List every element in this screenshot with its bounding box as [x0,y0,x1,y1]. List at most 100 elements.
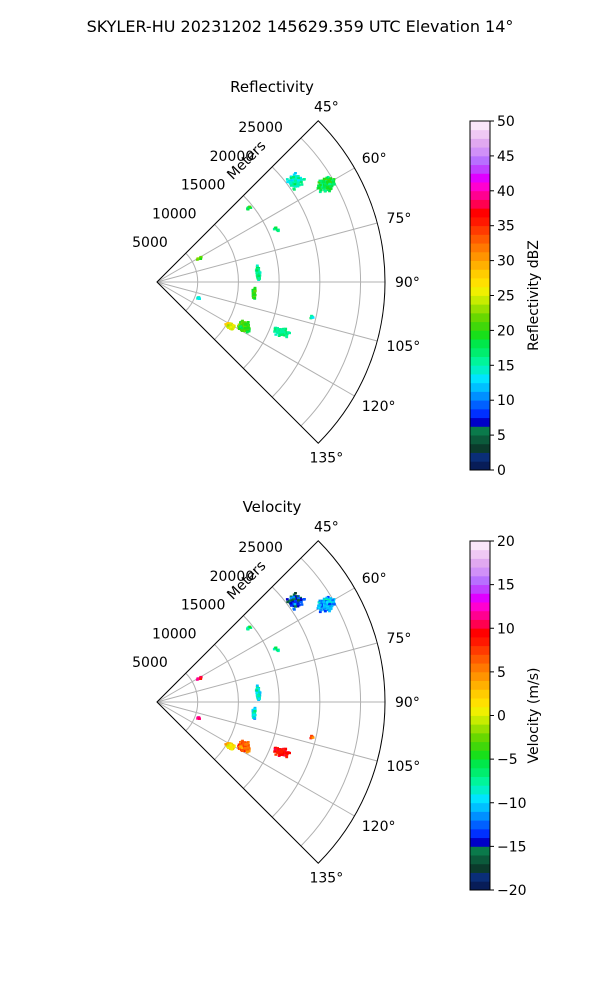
echo-pixel [328,602,331,606]
azimuth-tick-label: 105° [387,339,421,355]
range-tick-label: 15000 [181,178,226,194]
echo-pixel [296,185,300,188]
echo-pixel [286,600,290,604]
echo-pixel [297,179,300,182]
echo-pixel [294,178,297,182]
colorbar-segment [470,347,490,357]
echo-pixel [329,181,333,184]
echo-pixel [278,331,282,334]
echo-pixel [293,597,296,600]
echo-pixel [284,754,288,757]
colorbar-segment [470,391,490,401]
colorbar-tick-label: 15 [497,358,515,374]
echo-pixel [251,290,255,293]
echo-pixel [246,321,250,324]
echo-pixel [310,314,313,318]
echo-pixel [244,743,247,746]
azimuth-gridline [156,701,355,817]
colorbar-segment [470,794,490,804]
colorbar-tick-label: 50 [497,114,515,130]
echo-pixel [293,183,297,186]
range-tick-label: 20000 [210,569,255,585]
echo-pixel [255,264,259,267]
echo-pixel [324,598,327,601]
colorbar-segment [470,732,490,743]
echo-pixel [243,329,247,333]
colorbar-tick-label: 30 [497,254,515,270]
echo-pixel [276,330,279,334]
echo-pixel [257,694,261,697]
echo-pixel [329,187,332,191]
colorbar-tick-label: 10 [497,393,515,409]
colorbar-tick-label: 35 [497,219,515,235]
colorbar-segment [470,837,490,847]
colorbar-segment [470,724,490,734]
echo-pixel [255,685,259,689]
azimuth-tick-label: 120° [362,399,396,415]
echo-pixel [247,330,251,333]
colorbar-segment [470,234,490,244]
echo-pixel [230,748,234,751]
echo-pixel [292,604,296,607]
echo-pixel [246,741,250,744]
echo-pixel [248,625,252,629]
colorbar-tick-label: 5 [497,428,506,444]
echo-pixel [252,713,256,716]
chart-title: Reflectivity [230,78,314,96]
echo-pixel [328,609,331,613]
colorbar-tick-label: 0 [497,463,506,479]
colorbar-segment [470,321,490,331]
echo-pixel [246,628,250,631]
echo-pixel [199,676,203,679]
colorbar-label: Velocity (m/s) [526,668,542,764]
colorbar-segment [470,636,490,647]
echo-pixel [300,603,304,606]
echo-pixel [294,172,297,175]
colorbar-segment [470,619,490,629]
azimuth-tick-label: 90° [395,695,420,711]
colorbar-segment [470,881,490,891]
colorbar-segment [470,759,490,769]
echo-pixel [326,186,329,190]
echo-pixel [321,604,324,608]
colorbar-segment [470,671,490,682]
echo-pixel [243,746,247,750]
azimuth-tick-label: 105° [387,759,421,775]
colorbar-segment [470,251,490,262]
echo-pixel [253,708,257,711]
echo-pixel [252,711,256,715]
echo-pixel [300,181,303,184]
echo-pixel [229,746,233,749]
figure-title: SKYLER-HU 20231202 145629.359 UTC Elevat… [87,17,514,36]
echo-pixel [289,595,293,598]
echo-pixel [240,746,244,750]
colorbar-segment [470,304,490,314]
echo-pixel [243,326,247,330]
echo-pixel [257,689,260,692]
echo-pixel [293,603,297,606]
colorbar-segment [470,260,490,270]
range-tick-label: 20000 [210,149,255,165]
echo-pixel [296,605,300,608]
echo-pixel [239,745,243,748]
echo-pixel [243,749,247,753]
colorbar-segment [470,602,490,612]
echo-pixel [226,322,230,325]
echo-pixel [325,596,329,600]
azimuth-tick-label: 60° [362,151,387,167]
colorbar-segment [470,225,490,235]
echo-pixel [199,677,203,680]
echo-pixel [241,749,244,752]
colorbar-tick-label: 20 [497,323,515,339]
echo-pixel [286,180,290,184]
echo-layer [195,592,336,759]
colorbar-segment [470,452,490,462]
echo-pixel [229,743,232,746]
colorbar-tick-label: 40 [497,184,515,200]
colorbar-segment [470,426,490,436]
echo-pixel [325,181,329,184]
echo-pixel [321,184,324,188]
colorbar-segment [470,654,490,664]
echo-pixel [232,325,236,328]
echo-pixel [274,226,278,230]
